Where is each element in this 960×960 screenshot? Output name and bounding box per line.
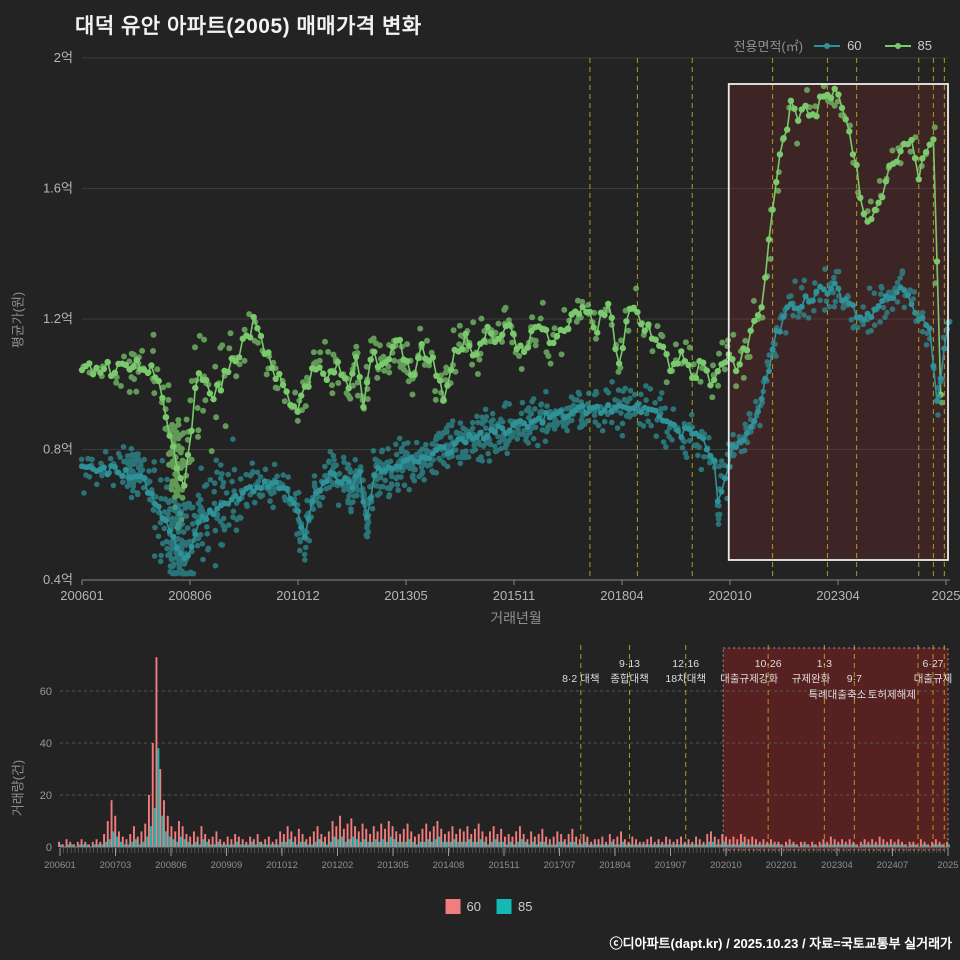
legend-item-85[interactable]: 85 (917, 38, 932, 53)
policy-annotation: 9·7 (847, 673, 862, 685)
x-tick-label: 201202 (322, 860, 354, 871)
y-tick-label: 0.8억 (43, 442, 73, 457)
y-tick-label: 1.2억 (43, 311, 73, 326)
x-tick-label: 201012 (266, 860, 298, 871)
legend-item-60[interactable]: 60 (847, 38, 862, 53)
volume-chart: 0 20 40 60 200601 200703 200806 200909 201012 201… (40, 645, 959, 871)
x-tick-label: 201408 (433, 860, 465, 871)
x-tick-label: 201804 (599, 860, 631, 871)
y-tick-label: 20 (40, 790, 52, 802)
legend-title: 전용면적(㎡) (733, 39, 804, 54)
x-tick-label: 201511 (489, 860, 520, 871)
volume-legend-swatch-60-icon (445, 899, 461, 914)
x-tick-label: 200601 (44, 860, 76, 871)
x-tick-label: 200806 (155, 860, 187, 871)
y-axis-title-volume: 거래량(건) (10, 759, 26, 817)
volume-bars-85 (60, 748, 950, 847)
legend-dot-85-icon (894, 42, 901, 49)
policy-annotation: 8·2 대책 (562, 673, 599, 685)
y-tick-label: 40 (40, 738, 52, 750)
volume-legend-item-60[interactable]: 60 (466, 899, 481, 914)
x-tick-label: 2025 (937, 860, 958, 871)
legend-dot-60-icon (824, 42, 831, 49)
legend-line-85-icon (884, 42, 911, 49)
y-tick-label: 60 (40, 686, 52, 698)
y-tick-label: 0 (46, 842, 52, 854)
x-tick-label: 202407 (877, 860, 909, 871)
policy-annotation: 규제완화 (792, 672, 831, 685)
policy-annotation: 6·27 (923, 658, 944, 670)
policy-annotation: 18차대책 (665, 673, 706, 685)
x-tick-label: 2025 (932, 588, 960, 603)
y-tick-label: 1.6억 (43, 181, 73, 196)
price-series-60 (78, 266, 953, 577)
volume-legend-item-85[interactable]: 85 (518, 899, 533, 914)
x-tick-label: 201012 (276, 588, 319, 603)
page-title: 대덕 유안 아파트(2005) 매매가격 변화 (75, 15, 422, 38)
x-tick-label: 201305 (384, 588, 427, 603)
highlight-box (727, 83, 949, 561)
x-tick-label: 201707 (544, 860, 576, 871)
policy-annotation: 특례대출축소 (808, 689, 866, 701)
x-tick-label: 201511 (493, 588, 535, 603)
highlight-box-fill (728, 84, 948, 560)
x-tick-label: 201804 (600, 588, 643, 603)
x-tick-label: 202201 (766, 860, 798, 871)
policy-annotation: 토허제해제 (868, 688, 916, 701)
volume-legend-swatch-85-icon (497, 899, 512, 914)
x-tick-label: 200703 (100, 860, 132, 871)
policy-annotation: 대출규제 (914, 673, 953, 685)
policy-annotation: 종합대책 (610, 673, 649, 685)
policy-annotation: 대출규제강화 (720, 673, 778, 685)
volume-bars-60 (58, 657, 948, 847)
y-tick-label: 2억 (54, 50, 73, 65)
x-tick-label: 200909 (211, 860, 243, 871)
policy-annotation: 10·26 (755, 658, 782, 670)
x-tick-label: 201907 (655, 860, 687, 871)
x-tick-label: 202304 (821, 860, 853, 871)
x-tick-label: 202010 (710, 860, 742, 871)
x-tick-label: 201305 (377, 860, 409, 871)
x-tick-label: 200601 (60, 588, 103, 603)
policy-annotation: 1·3 (817, 658, 832, 670)
y-tick-label: 0.4억 (43, 572, 73, 587)
volume-highlight-fill (723, 648, 948, 850)
legend-line-60-icon (814, 42, 841, 49)
x-axis-title: 거래년월 (490, 610, 542, 626)
copyright-footer: ⓒ디아파트(dapt.kr) / 2025.10.23 / 자료=국토교통부 실… (609, 936, 952, 951)
x-tick-label: 200806 (168, 588, 211, 603)
x-tick-label: 202304 (816, 588, 859, 603)
volume-highlight-box (722, 647, 949, 851)
x-tick-label: 202010 (708, 588, 751, 603)
price-series-85 (78, 83, 945, 531)
line-markers (79, 280, 951, 562)
policy-annotation: 12·16 (672, 658, 699, 670)
policy-annotation: 9·13 (619, 658, 640, 670)
area-legend: 전용면적(㎡) 60 85 (734, 36, 948, 55)
volume-legend: 60 85 (445, 899, 549, 914)
line-markers (78, 85, 944, 489)
y-axis-title-price: 평균가(원) (10, 291, 26, 349)
